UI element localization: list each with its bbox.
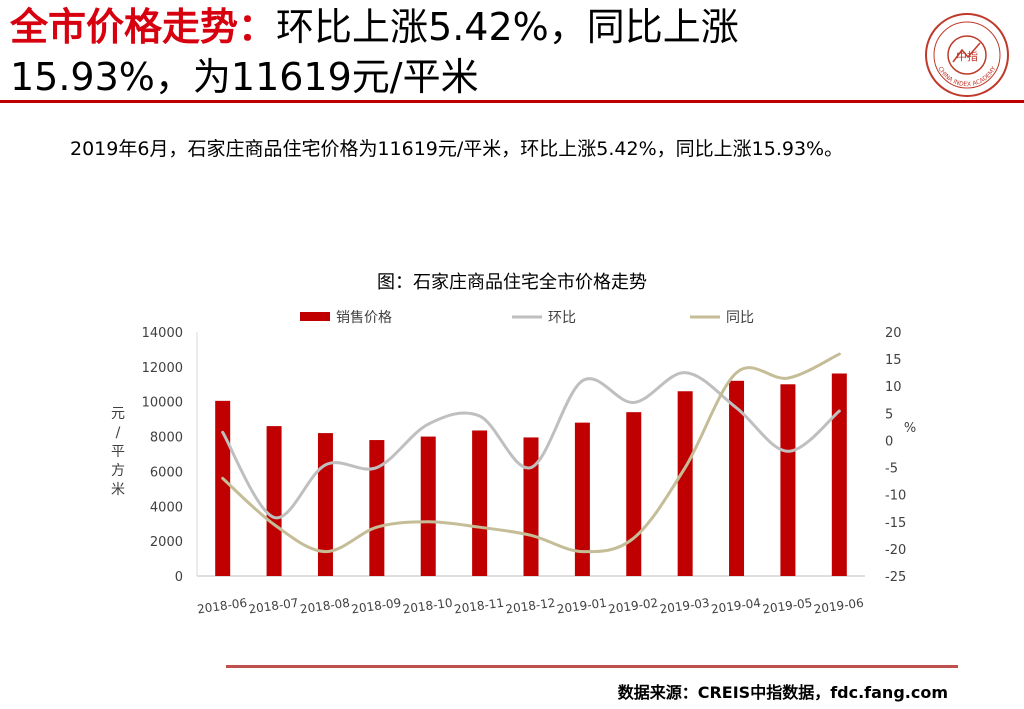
title-line1-rest: 环比上涨5.42%，同比上涨 <box>276 5 739 49</box>
bar-sales-price <box>369 440 385 576</box>
y-left-tick-label: 2000 <box>150 535 183 550</box>
bar-sales-price <box>729 380 745 576</box>
line-yoy-change <box>221 352 841 554</box>
bar-sales-price <box>523 437 539 576</box>
y-right-tick-label: 20 <box>885 326 902 341</box>
x-category-label: 2019-05 <box>762 596 814 617</box>
y-left-tick-label: 8000 <box>150 431 183 446</box>
chart-title: 图：石家庄商品住宅全市价格走势 <box>377 272 647 293</box>
x-category-label: 2018-11 <box>453 596 505 617</box>
x-category-label: 2019-06 <box>813 596 865 617</box>
legend-sales-price-swatch <box>300 312 330 321</box>
y-right-tick-label: 0 <box>885 434 893 449</box>
y-left-tick-label: 10000 <box>142 396 183 411</box>
legend-yoy-label: 同比 <box>726 310 754 326</box>
y-left-axis-label: / <box>116 425 121 441</box>
slide-title: 全市价格走势：环比上涨5.42%，同比上涨 15.93%，为11619元/平米 <box>10 2 910 102</box>
legend-mom-label: 环比 <box>548 310 576 326</box>
y-right-tick-label: 10 <box>885 380 902 395</box>
bar-sales-price <box>831 373 847 576</box>
bottom-rule <box>226 665 958 668</box>
bar-sales-price <box>626 412 642 576</box>
line-mom-change <box>221 371 841 520</box>
y-left-tick-label: 6000 <box>150 465 183 480</box>
y-right-tick-label: -5 <box>885 462 898 477</box>
x-category-label: 2018-07 <box>248 596 300 617</box>
legend-sales-price-label: 销售价格 <box>336 310 392 326</box>
x-category-label: 2018-10 <box>402 596 454 617</box>
china-index-academy-logo: 中指 CHINA INDEX ACADEMY <box>922 10 1012 100</box>
x-category-label: 2019-03 <box>659 596 711 617</box>
y-left-axis-label: 方 <box>111 463 125 479</box>
x-category-label: 2018-06 <box>196 596 248 617</box>
y-right-tick-label: -20 <box>885 543 906 558</box>
bar-sales-price <box>266 426 282 576</box>
bar-sales-price <box>780 384 796 576</box>
bar-sales-price <box>472 430 488 576</box>
y-left-tick-label: 14000 <box>142 326 183 341</box>
x-category-label: 2019-01 <box>556 596 608 617</box>
y-right-tick-label: -15 <box>885 516 906 531</box>
y-left-axis-label: 平 <box>111 444 125 460</box>
y-left-tick-label: 4000 <box>150 500 183 515</box>
y-right-tick-label: -25 <box>885 570 906 585</box>
price-trend-chart: 0 2000 4000 6000 8000 10000 12000 14000 -25 -20 -1… <box>111 310 916 617</box>
y-right-tick-label: 5 <box>885 407 893 422</box>
bar-sales-price <box>574 422 590 576</box>
data-source: 数据来源：CREIS中指数据，fdc.fang.com <box>617 683 948 702</box>
y-left-tick-label: 0 <box>175 570 183 585</box>
y-right-tick-label: -10 <box>885 489 906 504</box>
title-rule <box>0 100 1024 103</box>
y-left-tick-label: 12000 <box>142 361 183 376</box>
title-highlight: 全市价格走势： <box>10 5 277 49</box>
bar-sales-price <box>420 436 436 576</box>
y-left-axis-label: 元 <box>111 406 125 422</box>
x-category-label: 2018-09 <box>350 596 402 617</box>
logo-text: 中指 <box>956 49 978 63</box>
x-category-label: 2018-08 <box>299 596 351 617</box>
y-right-tick-label: 15 <box>885 353 902 368</box>
y-right-axis-label: % <box>904 421 916 436</box>
summary-text: 2019年6月，石家庄商品住宅价格为11619元/平米，环比上涨5.42%，同比… <box>70 138 844 160</box>
x-category-label: 2018-12 <box>505 596 557 617</box>
title-line2: 15.93%，为11619元/平米 <box>10 55 479 99</box>
bar-sales-price <box>317 433 333 576</box>
bar-sales-price <box>677 391 693 576</box>
x-category-label: 2019-02 <box>607 596 659 617</box>
bar-sales-price <box>215 400 231 576</box>
x-category-label: 2019-04 <box>710 596 762 617</box>
logo-caption: CHINA INDEX ACADEMY <box>936 65 997 88</box>
y-left-axis-label: 米 <box>111 482 125 498</box>
